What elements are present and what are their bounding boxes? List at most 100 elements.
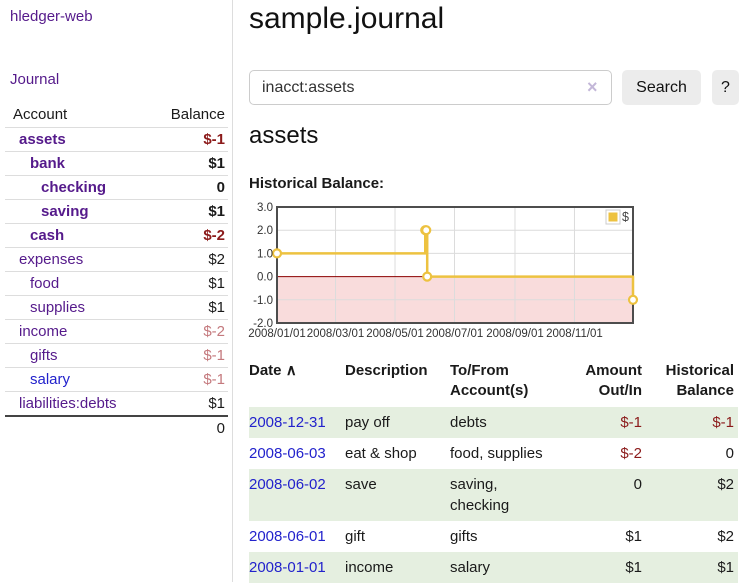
register-header-accounts: To/From Account(s) xyxy=(450,362,529,399)
sort-ascending-icon: ∧ xyxy=(285,362,297,379)
account-link[interactable]: income xyxy=(19,323,68,340)
accounts-header-balance: Balance xyxy=(170,106,225,123)
account-link[interactable]: cash xyxy=(30,227,65,244)
account-link[interactable]: checking xyxy=(41,179,107,196)
transaction-accounts: saving, checking xyxy=(450,476,510,514)
accounts-table: Account Balance assets $-1 bank $1 checking 0… xyxy=(5,103,228,440)
svg-text:2008/09/01: 2008/09/01 xyxy=(486,328,544,340)
account-link[interactable]: food xyxy=(30,275,60,292)
transaction-description: income xyxy=(345,559,394,576)
register-header-description: Description xyxy=(345,362,428,379)
transaction-row[interactable]: 2008-12-31 pay off debts $-1 $-1 xyxy=(249,407,738,438)
account-row: liabilities:debts $1 xyxy=(5,391,228,417)
svg-text:-2.0: -2.0 xyxy=(253,318,273,330)
account-row: checking 0 xyxy=(5,175,228,200)
app-brand-link[interactable]: hledger-web xyxy=(10,8,93,25)
transaction-date-link[interactable]: 2008-06-02 xyxy=(249,476,326,493)
accounts-total-row: 0 xyxy=(5,416,228,440)
transaction-row[interactable]: 2008-06-02 save saving, checking 0 $2 xyxy=(249,469,738,521)
transaction-date-link[interactable]: 2008-06-03 xyxy=(249,445,326,462)
transaction-date: 2008-06-01 xyxy=(249,521,345,552)
account-row: cash $-2 xyxy=(5,223,228,248)
transaction-amount: 0 xyxy=(633,476,642,493)
register-table: Date ∧ Description To/From Account(s) Am… xyxy=(249,359,738,583)
sidebar: hledger-web Journal Account Balance asse… xyxy=(0,0,233,582)
transaction-balance: $2 xyxy=(717,528,734,545)
account-row: bank $1 xyxy=(5,151,228,176)
account-link[interactable]: gifts xyxy=(30,347,58,364)
account-row: supplies $1 xyxy=(5,295,228,320)
transaction-balance: $-1 xyxy=(712,414,734,431)
account-balance: $1 xyxy=(208,395,225,412)
transaction-amount: $1 xyxy=(625,559,642,576)
transaction-date: 2008-06-03 xyxy=(249,438,345,469)
transaction-amount: $1 xyxy=(625,528,642,545)
account-balance: $-2 xyxy=(203,323,225,340)
account-link[interactable]: bank xyxy=(30,155,66,172)
register-header-date[interactable]: Date ∧ xyxy=(249,362,297,379)
transaction-row[interactable]: 2008-01-01 income salary $1 $1 xyxy=(249,552,738,583)
transaction-date: 2008-06-02 xyxy=(249,469,345,521)
account-link[interactable]: assets xyxy=(19,131,66,148)
account-link[interactable]: expenses xyxy=(19,251,84,268)
historical-balance-chart: 3.0 2.0 1.0 0.0 -1.0 -2.0 2008/01/01 2008/03/01… xyxy=(248,200,649,348)
account-row: assets $-1 xyxy=(5,127,228,152)
help-button[interactable]: ? xyxy=(712,70,739,105)
accounts-header-row: Account Balance xyxy=(5,103,228,128)
transaction-amount: $-2 xyxy=(620,445,642,462)
transaction-amount: $-1 xyxy=(620,414,642,431)
transaction-date-link[interactable]: 2008-06-01 xyxy=(249,528,326,545)
transaction-date-link[interactable]: 2008-01-01 xyxy=(249,559,326,576)
svg-text:-1.0: -1.0 xyxy=(253,295,273,307)
accounts-total-value: 0 xyxy=(216,420,225,437)
svg-text:$: $ xyxy=(622,210,629,224)
account-link[interactable]: liabilities:debts xyxy=(19,395,117,412)
search-input[interactable] xyxy=(249,70,612,105)
svg-text:2008/07/01: 2008/07/01 xyxy=(426,328,484,340)
account-balance: $-1 xyxy=(203,131,225,148)
transaction-description: pay off xyxy=(345,414,390,431)
account-balance: $1 xyxy=(208,299,225,316)
search-button[interactable]: Search xyxy=(622,70,701,105)
transaction-accounts: debts xyxy=(450,414,487,431)
transaction-description: eat & shop xyxy=(345,445,417,462)
account-row: food $1 xyxy=(5,271,228,296)
account-balance: $-1 xyxy=(203,371,225,388)
svg-text:2008/05/01: 2008/05/01 xyxy=(366,328,424,340)
account-page-title: assets xyxy=(249,122,319,149)
main-content: sample.journal × Search ? assets Histori… xyxy=(248,0,742,583)
svg-text:1.0: 1.0 xyxy=(257,248,273,260)
svg-text:2008/01/01: 2008/01/01 xyxy=(248,328,306,340)
account-link[interactable]: saving xyxy=(41,203,89,220)
svg-text:2.0: 2.0 xyxy=(257,225,273,237)
chart-title: Historical Balance: xyxy=(249,175,385,192)
account-balance: $-1 xyxy=(203,347,225,364)
account-link[interactable]: salary xyxy=(30,371,71,388)
svg-text:3.0: 3.0 xyxy=(257,202,273,214)
account-balance: $2 xyxy=(208,251,225,268)
chart-legend: $ xyxy=(605,209,629,225)
transaction-date: 2008-12-31 xyxy=(249,407,345,438)
transaction-balance: 0 xyxy=(725,445,734,462)
account-balance: $1 xyxy=(208,203,225,220)
account-row: salary $-1 xyxy=(5,367,228,392)
account-row: expenses $2 xyxy=(5,247,228,272)
page-title: sample.journal xyxy=(249,2,445,35)
transaction-accounts: salary xyxy=(450,559,491,576)
account-balance: $1 xyxy=(208,155,225,172)
account-row: income $-2 xyxy=(5,319,228,344)
transaction-accounts: food, supplies xyxy=(450,445,543,462)
transaction-description: gift xyxy=(345,528,366,545)
transaction-balance: $1 xyxy=(717,559,734,576)
transaction-date: 2008-01-01 xyxy=(249,552,345,583)
transaction-row[interactable]: 2008-06-01 gift gifts $1 $2 xyxy=(249,521,738,552)
account-balance: 0 xyxy=(216,179,225,196)
sidebar-item-journal[interactable]: Journal xyxy=(10,71,60,88)
account-row: gifts $-1 xyxy=(5,343,228,368)
account-link[interactable]: supplies xyxy=(30,299,86,316)
transaction-date-link[interactable]: 2008-12-31 xyxy=(249,414,326,431)
transaction-row[interactable]: 2008-06-03 eat & shop food, supplies $-2 0 xyxy=(249,438,738,469)
transaction-description: save xyxy=(345,476,377,493)
clear-search-icon[interactable]: × xyxy=(587,77,598,97)
account-balance: $1 xyxy=(208,275,225,292)
